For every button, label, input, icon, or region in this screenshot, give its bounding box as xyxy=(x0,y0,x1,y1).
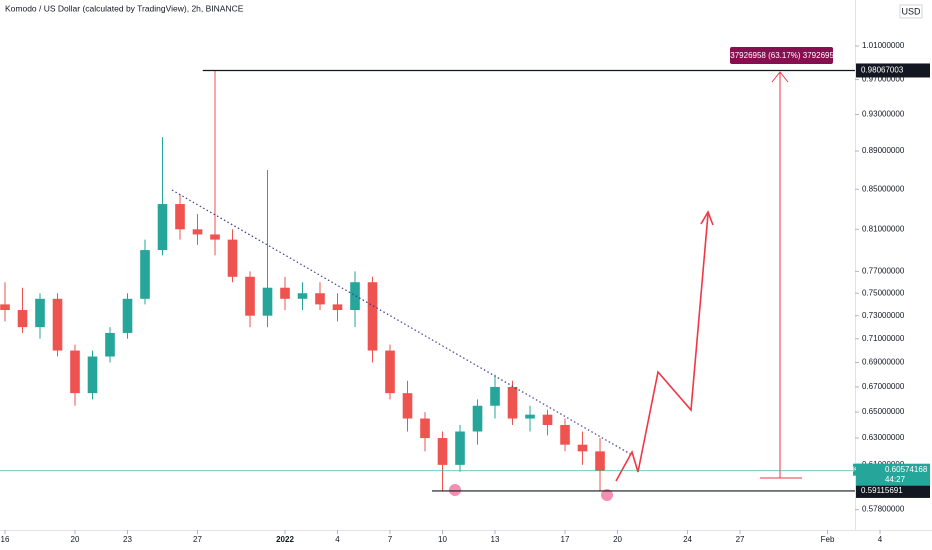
candle-body xyxy=(87,356,98,394)
y-tick-label: 0.97000000 xyxy=(862,75,905,84)
y-tick-label: 0.73000000 xyxy=(862,311,905,320)
x-tick-label: 20 xyxy=(71,535,80,544)
candle-body xyxy=(280,287,290,299)
currency-badge xyxy=(899,4,923,19)
x-tick-label: 4 xyxy=(878,535,883,544)
y-tick-label: 0.77000000 xyxy=(862,266,905,275)
candle-body xyxy=(105,332,115,357)
y-tick-label: 0.89000000 xyxy=(862,146,905,155)
price-box xyxy=(856,463,930,486)
x-tick-label: 24 xyxy=(683,535,692,544)
candle-body xyxy=(0,304,10,311)
candle-body xyxy=(455,431,465,465)
y-tick-label: 0.81000000 xyxy=(862,224,905,233)
x-tick-label: 10 xyxy=(438,535,447,544)
y-tick-label: 0.93000000 xyxy=(862,110,905,119)
candle-body xyxy=(332,304,343,311)
chart-title: Komodo / US Dollar (calculated by Tradin… xyxy=(5,3,244,13)
level-label: 0.59115691 xyxy=(861,486,903,495)
arrow-head xyxy=(700,210,714,226)
x-tick-label: 27 xyxy=(736,535,745,544)
plot xyxy=(0,70,605,492)
candle-body xyxy=(490,386,500,406)
measure-label-box xyxy=(730,47,833,64)
trendline xyxy=(171,189,633,456)
marker xyxy=(449,484,461,496)
candle-body xyxy=(420,418,430,439)
y-tick-label: 0.69000000 xyxy=(862,358,905,367)
candle-body xyxy=(210,234,220,240)
level-label: 0.98067003 xyxy=(861,66,904,75)
candle-body xyxy=(245,276,255,316)
y-tick-label: 0.65000000 xyxy=(862,407,905,416)
candle-body xyxy=(175,204,185,230)
candle-body xyxy=(140,250,150,299)
projection-arrow xyxy=(615,213,709,482)
x-tick-label: Feb xyxy=(821,535,835,544)
candle-body xyxy=(525,414,535,419)
marker xyxy=(601,489,613,501)
candle-body xyxy=(157,204,168,251)
countdown: 44:27 xyxy=(885,475,906,484)
candle-body xyxy=(472,405,483,432)
y-tick-label: 0.67000000 xyxy=(862,382,905,391)
candle-body xyxy=(560,424,570,445)
level-label-box xyxy=(856,63,930,78)
candle-body xyxy=(437,438,448,465)
x-tick-label: 17 xyxy=(561,535,570,544)
candle-body xyxy=(35,298,45,328)
x-tick-label: 7 xyxy=(388,535,393,544)
level-label-box xyxy=(856,483,930,498)
candle-body xyxy=(297,293,308,299)
candle-body xyxy=(70,350,80,394)
candle-body xyxy=(17,310,28,328)
x-tick-label: 4 xyxy=(335,535,340,544)
candle-body xyxy=(227,239,238,277)
y-tick-label: 1.01000000 xyxy=(862,41,905,50)
candle-body xyxy=(262,287,273,316)
candle-body xyxy=(367,282,378,351)
y-tick-label: 0.63000000 xyxy=(862,433,905,442)
y-tick-label: 0.71000000 xyxy=(862,334,905,343)
x-tick-label: 16 xyxy=(1,535,10,544)
candle-body xyxy=(542,414,553,425)
x-tick-label: 23 xyxy=(123,535,132,544)
y-tick-label: 0.75000000 xyxy=(862,288,905,297)
y-tick-label: 0.57800000 xyxy=(862,505,905,514)
measure-arrow xyxy=(771,71,789,83)
candle-body xyxy=(507,386,518,419)
candle-body xyxy=(402,393,413,419)
x-tick-label: 2022 xyxy=(276,535,294,544)
candle-body xyxy=(577,444,588,452)
candle-body xyxy=(315,293,325,305)
candle-body xyxy=(595,451,605,471)
x-tick-label: 13 xyxy=(491,535,500,544)
candle-body xyxy=(350,282,360,311)
candle-body xyxy=(385,350,395,394)
y-tick-label: 0.85000000 xyxy=(862,184,905,193)
x-tick-label: 20 xyxy=(613,535,622,544)
candle-body xyxy=(52,298,63,351)
candle-body xyxy=(192,229,203,235)
candle-body xyxy=(122,298,133,333)
price-label: 0.60574168 xyxy=(885,465,928,474)
currency: USD xyxy=(901,6,921,16)
x-tick-label: 27 xyxy=(193,535,202,544)
measure-label: 0.37926958 (63.17%) 37926958 xyxy=(724,51,839,60)
